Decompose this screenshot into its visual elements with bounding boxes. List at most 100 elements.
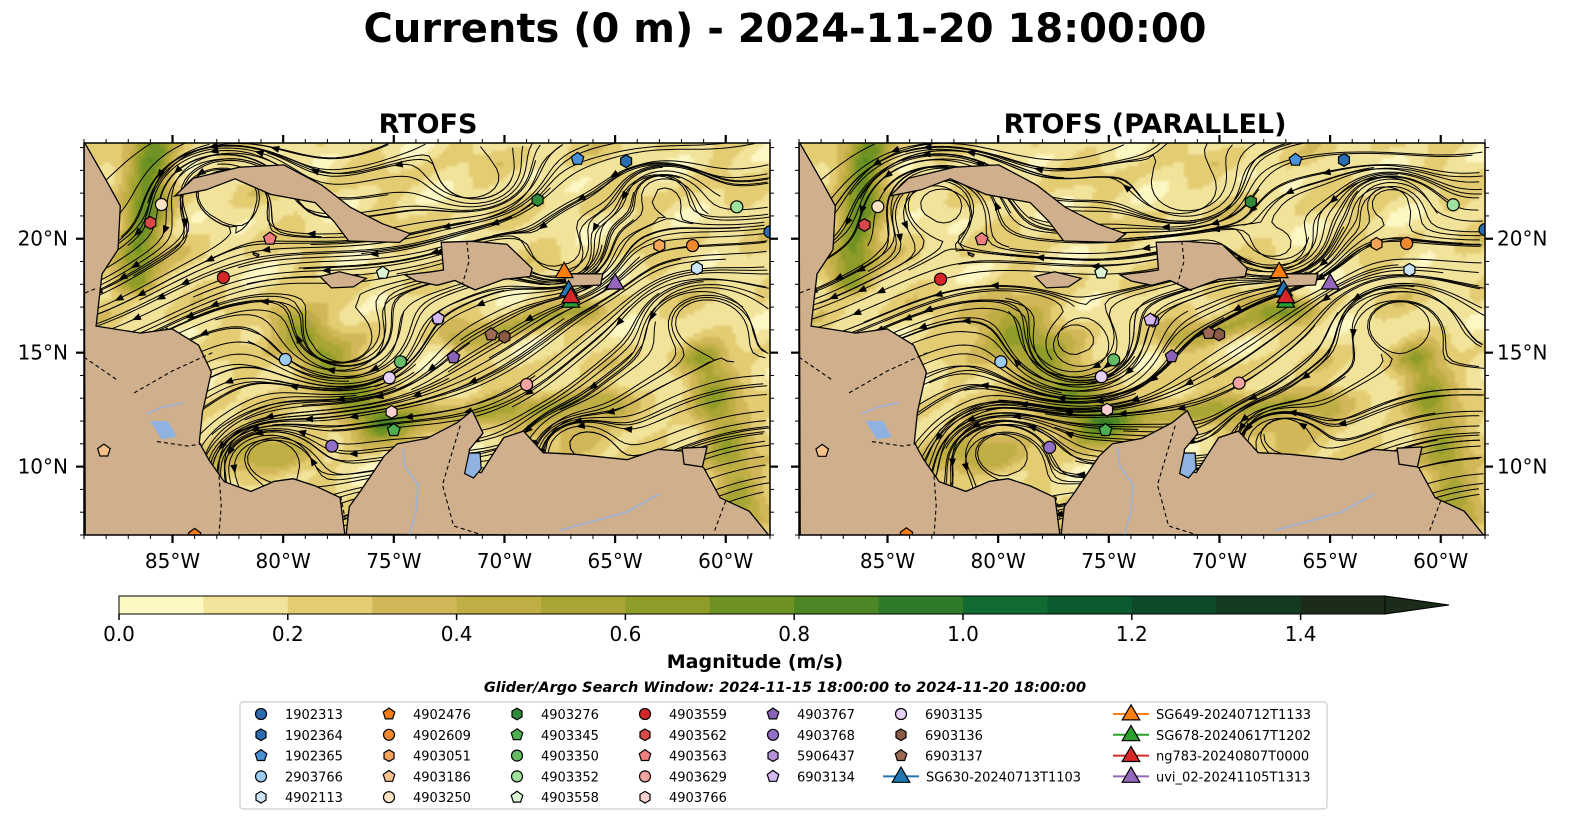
streamline-arrow (1321, 293, 1331, 302)
streamline (120, 143, 426, 238)
glider-uvi_02-20241105T1313 (605, 272, 625, 290)
colorbar-bin (1300, 596, 1386, 614)
streamline-arrow (1248, 204, 1258, 214)
streamline-arrow (883, 169, 894, 179)
float-4903051 (653, 238, 666, 253)
legend-marker (767, 749, 779, 763)
streamline-arrow (1238, 422, 1247, 432)
streamline-arrow (1091, 361, 1102, 369)
colorbar-bin (625, 596, 711, 614)
legend-item: 4902476 (382, 707, 471, 723)
float-4903559 (216, 270, 231, 285)
land-puertoRico (1278, 273, 1319, 288)
legend-marker (638, 770, 652, 783)
streamline-arrow (1013, 358, 1022, 368)
legend-item: 4903250 (382, 791, 471, 806)
lake-maracaibo (463, 452, 482, 479)
streamline-arrow (130, 260, 141, 269)
x-tick-label: 70°W (1192, 549, 1247, 573)
x-tick-label: 75°W (1081, 549, 1136, 573)
colorbar-tick-label: 1.4 (1285, 622, 1317, 646)
legend: 1902313 1902364 1902365 2903766 4902113 49024… (239, 701, 1328, 810)
streamline (804, 179, 1039, 314)
colorbar-bin (878, 596, 964, 614)
land-caymans (967, 251, 975, 258)
legend-item: 4903558 (510, 790, 599, 806)
float-4903350 (1107, 353, 1121, 367)
legend-label: 4903186 (413, 770, 471, 785)
streamline (560, 290, 769, 411)
x-tick-label: 85°W (145, 549, 200, 573)
legend-marker (255, 728, 267, 742)
streamline (863, 190, 1359, 323)
streamline (1205, 164, 1483, 231)
streamline (361, 143, 726, 254)
streamline (1002, 181, 1438, 392)
streamline-arrow (1129, 395, 1140, 402)
streamline-arrow (922, 143, 932, 151)
streamline-arrow (259, 298, 269, 306)
streamline (805, 279, 1237, 382)
streamline-arrow (393, 160, 404, 168)
streamline-arrow (576, 193, 587, 201)
streamline-arrow (979, 382, 989, 390)
float-2903766 (278, 352, 292, 367)
legend-marker (510, 749, 524, 762)
legend-label: 5906437 (797, 750, 855, 765)
river (1274, 493, 1375, 532)
streamline-arrow (131, 313, 142, 321)
y-tick-label: 15°N (1497, 341, 1547, 365)
streamline (800, 165, 1070, 295)
legend-item: 6903135 (894, 707, 983, 723)
legend-item: 4903559 (638, 707, 727, 723)
streamline-arrow (181, 217, 189, 228)
y-tick-label: 10°N (18, 455, 68, 479)
streamline-arrow (989, 281, 999, 289)
streamline-arrow (1301, 371, 1311, 380)
country-border (156, 441, 202, 447)
streamline (995, 143, 1217, 215)
glider-SG649-20240712T1133 (1269, 261, 1290, 279)
legend-label: 4903563 (669, 750, 727, 765)
country-border (84, 288, 96, 294)
streamline-arrow (901, 220, 909, 231)
float-4903766 (1101, 402, 1114, 417)
streamline (938, 269, 1444, 432)
streamline (1260, 300, 1485, 411)
x-tick-label: 60°W (1413, 549, 1468, 573)
legend-item: 4903276 (511, 707, 599, 723)
streamline (1078, 151, 1483, 235)
streamline-arrow (1210, 218, 1220, 226)
legend-marker (383, 749, 395, 763)
streamline-arrow (575, 421, 586, 429)
streamline-arrow (592, 222, 600, 233)
streamline-arrow (162, 224, 170, 235)
streamline (1120, 164, 1480, 240)
streamline-arrow (1176, 404, 1186, 411)
land-caymans (252, 251, 260, 258)
legend-item: SG649-20240712T1133 (1113, 703, 1311, 723)
legend-marker (894, 707, 908, 721)
river (401, 448, 419, 535)
legend-label: 4902609 (413, 729, 471, 744)
streamline (215, 191, 635, 371)
streamline-arrow (475, 299, 486, 307)
streamline (1164, 168, 1482, 237)
streamline-arrow (1245, 422, 1254, 433)
streamline (147, 145, 524, 205)
float-2903766 (994, 355, 1008, 369)
streamline-arrow (1033, 166, 1044, 174)
river (1116, 448, 1134, 535)
float-1902313 (1478, 223, 1485, 237)
legend-label: 6903134 (797, 770, 855, 785)
x-tick-label: 80°W (256, 549, 311, 573)
colorbar-label: Magnitude (m/s) (667, 651, 844, 673)
float-4903629 (519, 377, 534, 392)
legend-item: 1902313 (254, 707, 343, 723)
streamline-arrow (966, 414, 977, 423)
major-ticks (76, 135, 778, 543)
legend-item: 4902609 (382, 728, 471, 744)
panel-title: RTOFS (379, 109, 478, 140)
streamline (805, 290, 1064, 361)
